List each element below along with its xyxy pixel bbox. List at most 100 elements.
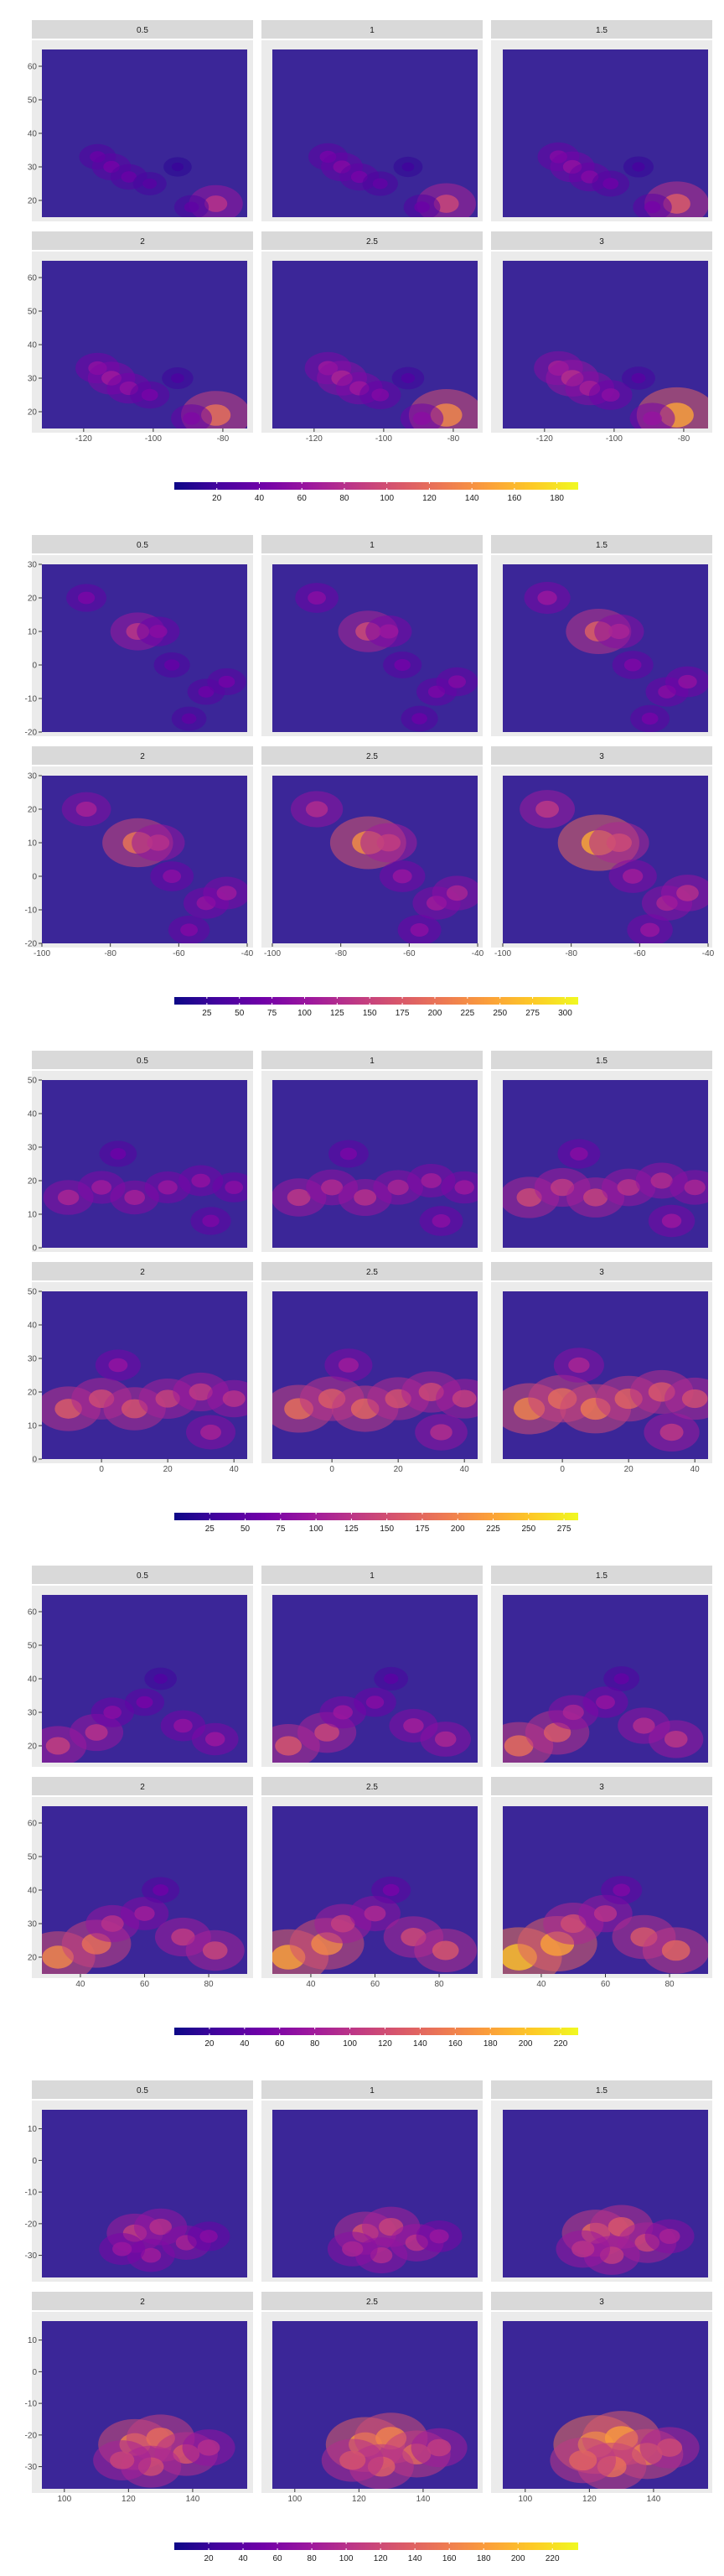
x-tick-label: 40	[690, 1465, 701, 1474]
data-hotspot-core	[644, 200, 661, 214]
x-tick-label: 0	[99, 1465, 104, 1474]
data-hotspot-core	[631, 372, 646, 384]
data-hotspot-core	[75, 801, 97, 818]
colorbar	[174, 1513, 578, 1520]
y-tick-label: 40	[28, 341, 38, 351]
data-hotspot-core	[650, 1172, 673, 1189]
data-hotspot-core	[147, 834, 170, 851]
colorbar-tick-label: 220	[546, 2554, 560, 2563]
facet-strip	[491, 1777, 712, 1795]
y-tick-label: 40	[28, 1322, 38, 1331]
x-tick-label: 80	[665, 1980, 675, 1989]
y-tick-label: 0	[32, 1244, 37, 1254]
colorbar-tick-label: 250	[521, 1524, 535, 1534]
data-hotspot-core	[392, 869, 412, 884]
heatmap-raster	[42, 776, 247, 943]
data-hotspot-core	[305, 801, 328, 818]
y-tick-label: 0	[32, 1456, 37, 1465]
hotspot-layer	[99, 2208, 230, 2272]
colorbar-tick-label: 200	[428, 1009, 442, 1018]
y-tick-label: 10	[28, 1211, 38, 1220]
y-tick-label: 20	[28, 806, 38, 815]
y-tick-label: 50	[28, 1642, 38, 1651]
data-hotspot-core	[171, 162, 184, 172]
data-hotspot-core	[121, 171, 137, 183]
heatmap-raster	[42, 49, 247, 217]
facet-strip-label: 0.5	[137, 2086, 148, 2096]
data-hotspot-core	[504, 1735, 534, 1757]
data-hotspot-core	[199, 2230, 218, 2243]
y-tick-label: -20	[25, 2220, 38, 2229]
heatmap-raster	[272, 1806, 478, 1974]
colorbar-tick-label: 225	[486, 1524, 500, 1534]
facet-strip	[491, 1262, 712, 1280]
colorbar-tick-label: 40	[240, 2039, 250, 2049]
x-tick-label: 140	[416, 2495, 431, 2504]
facet-strip-label: 2.5	[366, 1783, 378, 1792]
data-hotspot-core	[657, 2438, 683, 2457]
data-hotspot-core	[198, 686, 215, 698]
data-hotspot-core	[354, 1189, 377, 1206]
x-tick-label: 60	[370, 1980, 380, 1989]
y-tick-label: 50	[28, 1853, 38, 1862]
colorbar-tick-label: 220	[554, 2039, 568, 2049]
hotspot-layer	[520, 790, 708, 943]
y-tick-label: 10	[28, 1422, 38, 1431]
facet-strip-label: 0.5	[137, 1571, 148, 1581]
hotspot-layer	[503, 1139, 708, 1238]
colorbar-tick-label: 200	[511, 2554, 525, 2563]
data-hotspot-core	[676, 885, 699, 901]
facet-strip-label: 1	[370, 541, 375, 550]
data-hotspot-core	[412, 412, 432, 425]
colorbar-tick-label: 175	[416, 1524, 430, 1534]
colorbar-tick-label: 75	[267, 1009, 277, 1018]
hotspot-layer	[321, 2412, 468, 2489]
facet-strip	[261, 2080, 483, 2099]
x-tick-label: -40	[702, 949, 715, 958]
data-hotspot-core	[602, 178, 619, 190]
x-tick-label: 20	[624, 1465, 634, 1474]
y-tick-label: 20	[28, 595, 38, 604]
y-tick-label: -10	[25, 695, 38, 704]
colorbar-tick-label: 25	[202, 1009, 212, 1018]
data-hotspot-core	[613, 1883, 631, 1897]
facet-strip-label: 2	[140, 2298, 145, 2307]
y-tick-label: 10	[28, 2336, 38, 2345]
data-hotspot-core	[91, 1180, 112, 1195]
colorbar-tick-label: 50	[240, 1524, 251, 1534]
data-hotspot-core	[643, 411, 662, 426]
data-hotspot-core	[103, 1706, 122, 1719]
data-hotspot-core	[379, 624, 399, 639]
data-hotspot-core	[200, 1424, 222, 1441]
y-tick-label: 0	[32, 662, 37, 671]
data-hotspot-core	[202, 1214, 220, 1228]
data-hotspot-core	[613, 1673, 629, 1685]
data-hotspot-core	[204, 1732, 225, 1747]
colorbar-tick-label: 160	[508, 494, 522, 503]
x-tick-label: 100	[518, 2495, 532, 2504]
heatmap-raster	[42, 564, 247, 732]
hotspot-layer	[42, 1877, 245, 1974]
data-hotspot-core	[171, 373, 184, 383]
data-hotspot-core	[57, 1189, 80, 1206]
facet-strip-label: 0.5	[137, 541, 148, 550]
facet-strip-label: 3	[599, 752, 604, 761]
data-hotspot-core	[401, 162, 415, 172]
facet-strip	[261, 231, 483, 250]
data-hotspot-core	[681, 1389, 708, 1409]
data-hotspot-core	[153, 1674, 168, 1684]
x-tick-label: -80	[678, 434, 690, 444]
facet-strip	[32, 2080, 253, 2099]
heatmap-raster	[272, 2110, 478, 2277]
data-hotspot-core	[191, 1173, 210, 1188]
facet-strip-label: 2	[140, 752, 145, 761]
y-tick-label: 60	[28, 63, 38, 72]
data-hotspot-core	[641, 712, 659, 725]
hotspot-layer	[42, 1349, 247, 1450]
hotspot-layer	[534, 351, 708, 428]
facet-strip-label: 1	[370, 2086, 375, 2096]
hotspot-layer	[79, 143, 243, 217]
facet-strip	[261, 1051, 483, 1069]
colorbar-tick-label: 120	[422, 494, 437, 503]
data-hotspot-core	[678, 674, 697, 689]
